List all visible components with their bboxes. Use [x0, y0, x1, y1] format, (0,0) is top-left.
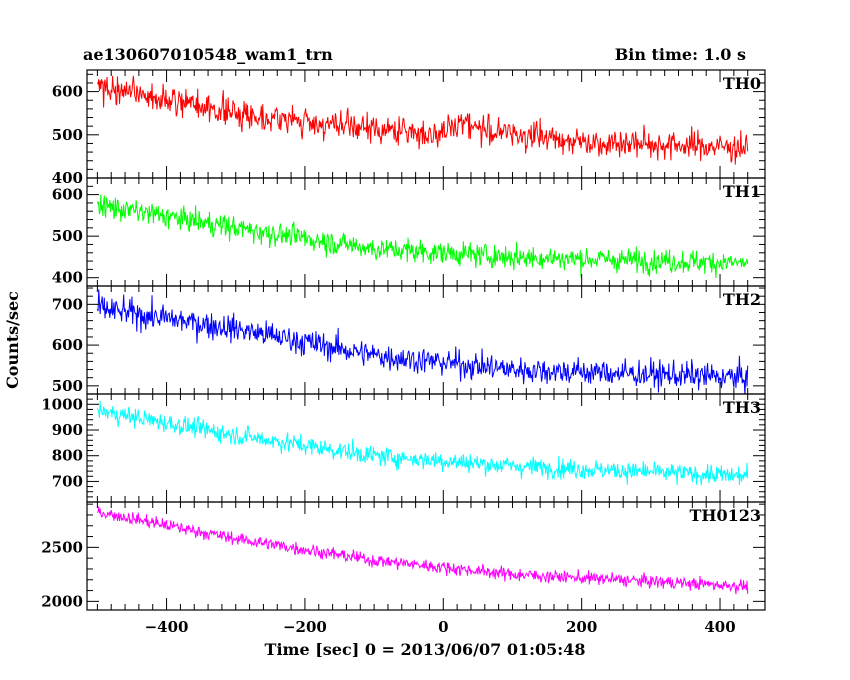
panel-th3: 700 800 900 1000 TH3 [41, 393, 766, 503]
panel-frame [86, 501, 766, 611]
y-tick-label: 500 [52, 377, 83, 395]
series-line-th1 [96, 194, 749, 279]
y-tick-label: 800 [52, 447, 83, 465]
x-tick-label: 0 [438, 618, 448, 636]
series-line-th3 [96, 401, 749, 486]
panel-th1: 400 500 600 TH1 [52, 177, 766, 287]
series-line-th2 [96, 289, 749, 394]
y-tick-label: 600 [52, 336, 83, 354]
panel-label-th0123: TH0123 [689, 506, 761, 525]
x-tick-label: 400 [704, 618, 735, 636]
y-tick-label: 2500 [41, 538, 83, 556]
x-axis: −400 −200 0 200 400 [145, 618, 736, 636]
series-line-th0123 [96, 506, 749, 595]
bin-time-label: Bin time: 1.0 s [615, 45, 746, 64]
y-tick-label: 2000 [41, 592, 83, 610]
y-tick-label: 400 [52, 269, 83, 287]
x-tick-label: −200 [283, 618, 327, 636]
x-axis-label: Time [sec] 0 = 2013/06/07 01:05:48 [265, 640, 586, 659]
y-tick-label: 600 [52, 186, 83, 204]
y-tick-label: 700 [52, 295, 83, 313]
panels-group: 400 500 600 TH0 400 500 600 TH1 500 600 700 TH2 700 8… [41, 69, 766, 611]
y-tick-label: 900 [52, 421, 83, 439]
panel-label-th2: TH2 [723, 290, 761, 309]
chart-title: ae130607010548_wam1_trn [83, 45, 333, 64]
y-tick-label: 500 [52, 227, 83, 245]
panel-th2: 500 600 700 TH2 [52, 285, 766, 395]
y-tick-label: 1000 [41, 395, 83, 413]
series-line-th0 [96, 75, 749, 165]
panel-frame [86, 393, 766, 503]
x-tick-label: 200 [566, 618, 597, 636]
panel-frame [86, 285, 766, 395]
panel-label-th1: TH1 [723, 182, 761, 201]
panel-frame [86, 177, 766, 287]
panel-th0: 400 500 600 TH0 [52, 69, 766, 187]
x-tick-label: −400 [145, 618, 189, 636]
panel-th0123: 2000 2500 TH0123 [41, 501, 766, 611]
y-tick-label: 600 [52, 83, 83, 101]
panel-frame [86, 69, 766, 179]
y-tick-label: 500 [52, 126, 83, 144]
y-tick-label: 700 [52, 472, 83, 490]
y-axis-label: Counts/sec [3, 291, 22, 389]
panel-label-th3: TH3 [723, 398, 761, 417]
y-tick-label: 400 [52, 169, 83, 187]
panel-label-th0: TH0 [723, 74, 761, 93]
